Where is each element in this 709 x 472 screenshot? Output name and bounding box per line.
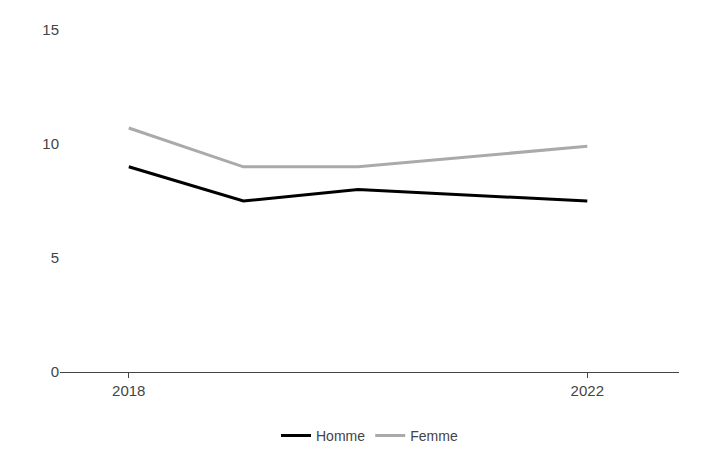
svg-text:Homme: Homme	[316, 428, 365, 444]
svg-text:15: 15	[42, 21, 59, 38]
svg-text:2018: 2018	[112, 382, 145, 399]
svg-text:0: 0	[51, 363, 59, 380]
svg-text:10: 10	[42, 135, 59, 152]
svg-text:5: 5	[51, 249, 59, 266]
svg-text:Femme: Femme	[410, 428, 458, 444]
svg-text:2022: 2022	[571, 382, 604, 399]
